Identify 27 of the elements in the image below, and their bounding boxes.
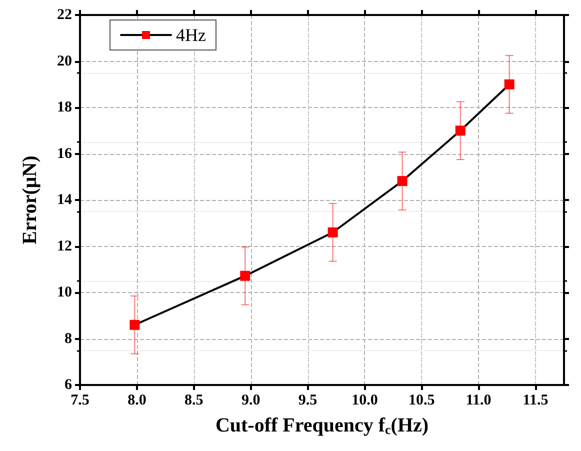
point: [328, 227, 338, 238]
y-tick-label: 12: [57, 238, 72, 254]
y-axis-title: Error(μN): [19, 156, 41, 244]
x-tick-label: 11.5: [522, 392, 548, 408]
x-tick-label: 8.5: [184, 392, 204, 408]
point: [130, 320, 140, 330]
y-tick-label: 20: [57, 53, 72, 70]
point: [455, 126, 466, 136]
y-tick-label: 6: [64, 377, 72, 393]
y-tick-label: 18: [57, 100, 72, 116]
point: [240, 270, 250, 281]
x-tick-label: 10.5: [408, 392, 435, 408]
x-tick-label: 7.5: [70, 392, 90, 408]
x-tick-label: 10.0: [352, 392, 378, 408]
point: [397, 176, 408, 186]
x-tick-label: 11.0: [466, 392, 492, 408]
x-tick-label: 8.0: [128, 392, 146, 408]
point: [504, 79, 514, 90]
x-tick-label: 9.0: [241, 392, 260, 408]
y-tick-label: 22: [57, 7, 72, 23]
x-axis-title: Cut-off Frequency fc(Hz): [215, 414, 429, 437]
legend-label: 4Hz: [176, 25, 206, 45]
y-tick-label: 8: [64, 330, 72, 347]
x-tick-label: 9.5: [298, 392, 318, 408]
y-tick-label: 10: [57, 284, 72, 300]
y-tick-label: 14: [57, 192, 72, 208]
y-tick-label: 16: [57, 146, 72, 162]
